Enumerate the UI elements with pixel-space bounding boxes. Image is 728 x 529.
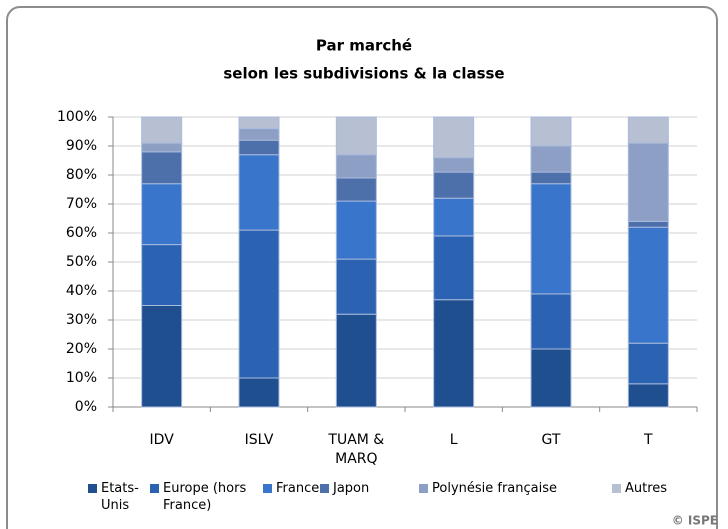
bar-segment [433, 116, 475, 159]
legend-item: France [263, 480, 331, 497]
y-tick-label: 90% [66, 138, 97, 154]
bar-segment [627, 116, 669, 144]
legend-label: Autres [625, 481, 668, 496]
bar-segment [238, 139, 280, 156]
bar-segment [335, 116, 377, 156]
y-tick-label: 30% [66, 312, 97, 328]
y-tick-label: 40% [66, 283, 97, 299]
legend-swatch [263, 484, 272, 493]
bar-segment [335, 177, 377, 202]
bar-segment [530, 348, 572, 408]
y-tick-label: 60% [66, 225, 97, 241]
bar-segment [627, 383, 669, 408]
chart-title: Par marché [316, 37, 412, 55]
bar-segment [141, 183, 183, 246]
bar-segment [433, 197, 475, 237]
bar-segment [433, 235, 475, 301]
y-tick-label: 10% [66, 370, 97, 386]
bar-segment [530, 145, 572, 173]
legend-item: Autres [612, 480, 705, 497]
y-tick-label: 0% [75, 399, 97, 415]
bar-segment [238, 116, 280, 130]
bar-segment [433, 157, 475, 173]
x-tick-label: T [644, 432, 653, 448]
x-tick-label: TUAM & MARQ [328, 432, 385, 467]
bar-segment [141, 116, 183, 144]
bar-segment [238, 229, 280, 379]
x-tick-label: IDV [149, 432, 174, 448]
bar-segment [530, 293, 572, 350]
x-tick-label: ISLV [244, 432, 274, 448]
bar-segment [627, 142, 669, 222]
bar-segment [530, 183, 572, 295]
bar-segment [335, 154, 377, 179]
legend-item: Japon [320, 480, 383, 497]
bar-segment [335, 313, 377, 408]
x-tick-label: L [449, 432, 458, 448]
bar-segment [335, 258, 377, 315]
y-tick-label: 70% [66, 196, 97, 212]
legend-swatch [612, 484, 621, 493]
bar-segment [141, 151, 183, 185]
bar-segment [530, 116, 572, 147]
bar-segment [627, 220, 669, 228]
bar-segment [433, 171, 475, 199]
bar-segment [238, 128, 280, 141]
legend-swatch [320, 484, 329, 493]
y-tick-label: 80% [66, 167, 97, 183]
bar-segment [238, 154, 280, 231]
legend-label: Japon [333, 481, 370, 496]
legend-item: Etats-Unis [88, 480, 166, 514]
bar-segment [627, 226, 669, 344]
bar-segment [530, 171, 572, 185]
legend-item: Europe (hors France) [150, 480, 258, 514]
legend-swatch [419, 484, 428, 493]
chart-subtitle: selon les subdivisions & la classe [223, 65, 504, 83]
bar-segment [141, 244, 183, 307]
legend-label: Europe (hors France) [163, 481, 247, 513]
legend-swatch [150, 484, 159, 493]
bar-segment [238, 377, 280, 408]
y-tick-label: 50% [66, 254, 97, 270]
source: © ISPE [672, 514, 718, 528]
bar-segment [335, 200, 377, 260]
chart-frame [6, 6, 718, 529]
y-tick-label: 100% [57, 109, 97, 125]
legend-label: Polynésie française [432, 481, 558, 496]
bar-segment [627, 342, 669, 385]
legend-label: France [276, 481, 320, 496]
bar-segment [141, 142, 183, 153]
legend-item: Polynésie française [419, 480, 622, 497]
x-tick-label: GT [541, 432, 561, 448]
legend-label: Etats-Unis [101, 481, 139, 513]
legend-swatch [88, 484, 97, 493]
bar-segment [433, 299, 475, 408]
bar-segment [141, 305, 183, 408]
y-tick-label: 20% [66, 341, 97, 357]
